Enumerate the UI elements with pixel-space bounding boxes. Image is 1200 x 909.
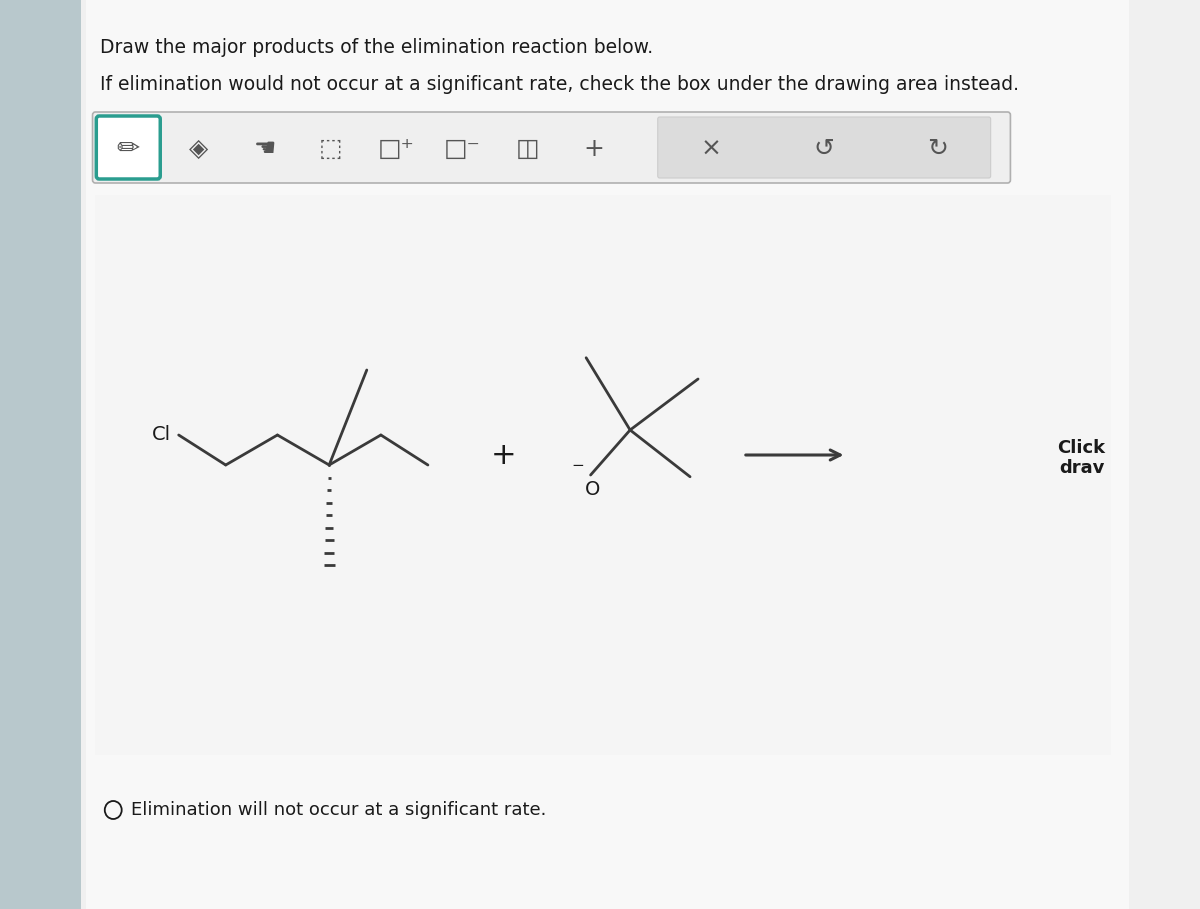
Text: ✏: ✏	[116, 135, 140, 163]
Text: Cl: Cl	[152, 425, 172, 445]
Text: drav: drav	[1058, 459, 1104, 477]
Text: ↺: ↺	[814, 137, 835, 161]
Text: Click: Click	[1057, 439, 1105, 457]
Text: □⁻: □⁻	[444, 137, 480, 161]
Bar	[95, 195, 1111, 755]
Text: ⬚: ⬚	[319, 137, 342, 161]
Text: □⁺: □⁺	[378, 137, 415, 161]
FancyBboxPatch shape	[92, 112, 1010, 183]
Text: O: O	[584, 480, 600, 499]
Text: ×: ×	[701, 137, 722, 161]
Text: +: +	[491, 441, 516, 470]
Text: −: −	[571, 457, 584, 473]
Text: ◫: ◫	[516, 137, 540, 161]
Text: ◈: ◈	[190, 137, 209, 161]
Text: ☚: ☚	[253, 137, 276, 161]
Text: Draw the major products of the elimination reaction below.: Draw the major products of the eliminati…	[100, 38, 653, 57]
Text: ↻: ↻	[926, 137, 948, 161]
Text: +: +	[583, 137, 605, 161]
Text: If elimination would not occur at a significant rate, check the box under the dr: If elimination would not occur at a sign…	[100, 75, 1019, 94]
Bar	[0, 0, 82, 909]
Text: Elimination will not occur at a significant rate.: Elimination will not occur at a signific…	[131, 801, 546, 819]
FancyBboxPatch shape	[96, 116, 161, 179]
FancyBboxPatch shape	[658, 117, 991, 178]
